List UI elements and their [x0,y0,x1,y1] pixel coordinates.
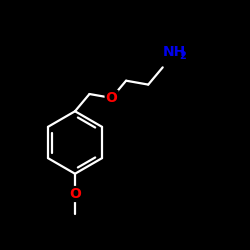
Text: O: O [106,91,118,105]
Text: O: O [69,187,81,201]
Text: NH: NH [163,45,186,59]
Text: 2: 2 [179,51,186,61]
